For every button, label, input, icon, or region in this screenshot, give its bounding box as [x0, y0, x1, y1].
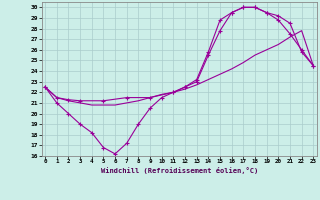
X-axis label: Windchill (Refroidissement éolien,°C): Windchill (Refroidissement éolien,°C)	[100, 167, 258, 174]
